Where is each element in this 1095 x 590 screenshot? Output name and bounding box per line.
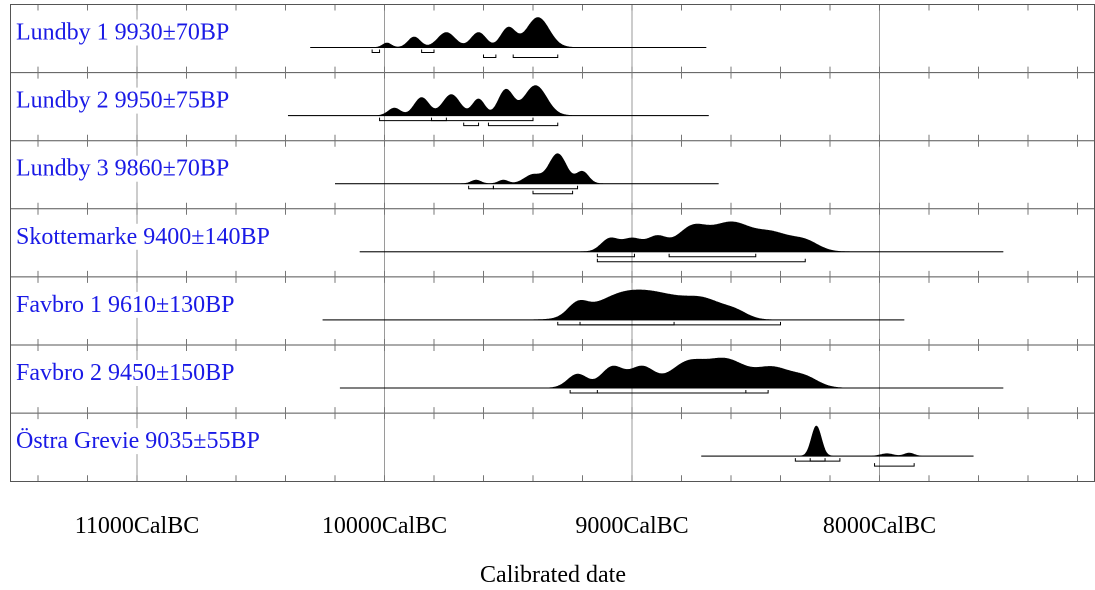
x-tick-label-8000: 8000CalBC xyxy=(823,513,936,539)
plot-area: Lundby 1 9930±70BP Lundby 2 9950±75BP Lund… xyxy=(14,17,1004,467)
sample-label: Lundby 1 9930±70BP xyxy=(16,20,229,46)
sample-label: Lundby 3 9860±70BP xyxy=(16,156,229,182)
sample-label-background xyxy=(14,291,236,318)
probability-range-bracket xyxy=(483,54,497,58)
sample-label: Favbro 1 9610±130BP xyxy=(16,292,235,318)
probability-range-bracket xyxy=(463,122,480,127)
probability-distribution xyxy=(288,85,709,116)
sample-label-background xyxy=(14,428,261,455)
x-axis: 11000CalBC 10000CalBC 9000CalBC 8000CalBC xyxy=(75,513,936,539)
probability-distribution xyxy=(310,17,707,48)
probability-range-bracket xyxy=(874,463,915,467)
probability-range-bracket xyxy=(809,458,826,462)
probability-range-bracket xyxy=(421,49,435,53)
sample-label: Lundby 2 9950±75BP xyxy=(16,88,229,114)
grid xyxy=(10,4,1095,482)
probability-range-bracket xyxy=(492,185,579,190)
series-row: Skottemarke 9400±140BP xyxy=(14,221,1004,263)
series-row: Favbro 1 9610±130BP xyxy=(14,289,905,326)
probability-range-bracket xyxy=(512,54,559,58)
probability-range-bracket xyxy=(596,253,635,258)
sample-label: Östra Grevie 9035±55BP xyxy=(16,428,260,454)
sample-label: Favbro 2 9450±150BP xyxy=(16,360,235,386)
probability-range-bracket xyxy=(532,190,574,195)
sample-label: Skottemarke 9400±140BP xyxy=(16,224,270,250)
sample-label-background xyxy=(14,155,231,182)
series-row: Lundby 2 9950±75BP xyxy=(14,85,709,127)
probability-distribution xyxy=(701,425,974,457)
probability-distribution xyxy=(335,153,719,184)
probability-range-bracket xyxy=(379,117,534,122)
series-row: Favbro 2 9450±150BP xyxy=(14,357,1004,394)
probability-range-bracket xyxy=(668,253,757,258)
probability-range-bracket xyxy=(431,117,447,122)
probability-range-bracket xyxy=(579,321,675,326)
probability-distribution xyxy=(322,289,905,321)
probability-range-bracket xyxy=(487,122,559,127)
series-row: Östra Grevie 9035±55BP xyxy=(14,425,974,467)
probability-range-bracket xyxy=(596,258,806,263)
probability-distribution xyxy=(339,357,1004,389)
x-tick-label-10000: 10000CalBC xyxy=(322,513,447,539)
x-tick-label-11000: 11000CalBC xyxy=(75,513,199,539)
sample-label-background xyxy=(14,19,231,46)
sample-label-background xyxy=(14,87,231,114)
series-row: Lundby 3 9860±70BP xyxy=(14,153,719,195)
sample-label-background xyxy=(14,360,236,386)
x-tick-label-9000: 9000CalBC xyxy=(575,513,688,539)
sample-label-background xyxy=(14,223,271,250)
probability-distribution xyxy=(359,221,1004,253)
probability-range-bracket xyxy=(371,49,381,53)
probability-range-bracket xyxy=(468,185,494,190)
x-axis-title: Calibrated date xyxy=(480,562,626,588)
series-row: Lundby 1 9930±70BP xyxy=(14,17,707,58)
probability-range-bracket xyxy=(596,390,747,394)
